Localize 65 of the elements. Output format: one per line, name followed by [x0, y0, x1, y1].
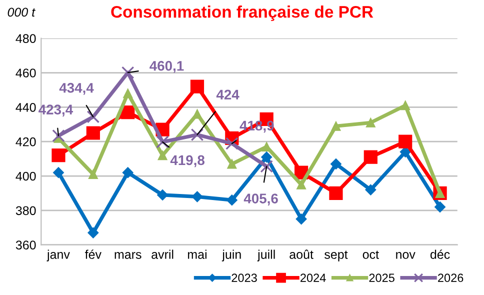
data-label: 434,4: [59, 82, 94, 95]
point: [296, 180, 306, 190]
legend-label: 2025: [369, 274, 394, 282]
point: [398, 134, 412, 148]
point: [158, 150, 168, 160]
y-tick-label: 440: [16, 102, 36, 112]
y-tick-label: 480: [16, 34, 36, 43]
legend-label: 2023: [232, 274, 257, 282]
point: [86, 110, 100, 124]
point: [53, 167, 64, 178]
point: [52, 129, 65, 142]
data-label: 419,8: [170, 155, 204, 168]
point: [157, 189, 168, 200]
data-label: 423,4: [38, 104, 74, 116]
chart-title: Consommation française de PCR: [111, 6, 374, 22]
point: [88, 227, 99, 238]
point: [192, 191, 203, 202]
point: [52, 148, 66, 162]
point: [226, 194, 238, 206]
x-tick-label: mars: [114, 252, 142, 259]
data-label: 405,6: [244, 194, 278, 206]
point: [296, 214, 307, 225]
point: [86, 126, 100, 140]
point: [366, 118, 376, 128]
legend-label: 2026: [438, 274, 464, 282]
x-tick-label: déc: [430, 250, 450, 259]
x-tick-label: juin: [222, 250, 241, 262]
y-tick-label: 360: [16, 240, 36, 250]
point: [364, 150, 378, 164]
y-tick-label: 400: [16, 172, 36, 181]
point: [88, 170, 98, 180]
point: [261, 152, 272, 163]
point: [192, 109, 202, 119]
y-tick-label: 420: [16, 137, 36, 146]
point: [190, 80, 204, 94]
x-tick-label: avril: [152, 250, 174, 259]
x-tick-label: sept: [324, 250, 348, 262]
point: [190, 128, 204, 142]
x-tick-label: août: [290, 250, 314, 259]
y-tick-label: 460: [16, 68, 36, 78]
point: [226, 137, 238, 150]
point: [260, 160, 273, 173]
point: [365, 184, 376, 196]
x-tick-label: janv: [46, 250, 70, 262]
point: [400, 100, 410, 110]
x-tick-label: mai: [188, 250, 206, 259]
point: [262, 142, 272, 152]
point: [122, 167, 134, 178]
x-tick-label: fév: [85, 250, 102, 259]
point: [330, 158, 342, 170]
point: [331, 121, 341, 131]
point: [156, 136, 169, 148]
point: [227, 159, 237, 169]
data-label: 460,1: [150, 60, 184, 73]
x-tick-label: nov: [396, 252, 416, 259]
legend-label: 2024: [300, 274, 326, 282]
x-tick-label: oct: [362, 250, 379, 259]
point: [121, 66, 134, 79]
x-tick-label: juill: [257, 250, 275, 262]
y-tick-label: 380: [16, 206, 36, 216]
point: [434, 202, 446, 212]
point: [123, 88, 133, 98]
data-label: 424: [216, 90, 240, 100]
y-axis-title: 000 t: [8, 8, 36, 17]
point: [329, 186, 343, 200]
